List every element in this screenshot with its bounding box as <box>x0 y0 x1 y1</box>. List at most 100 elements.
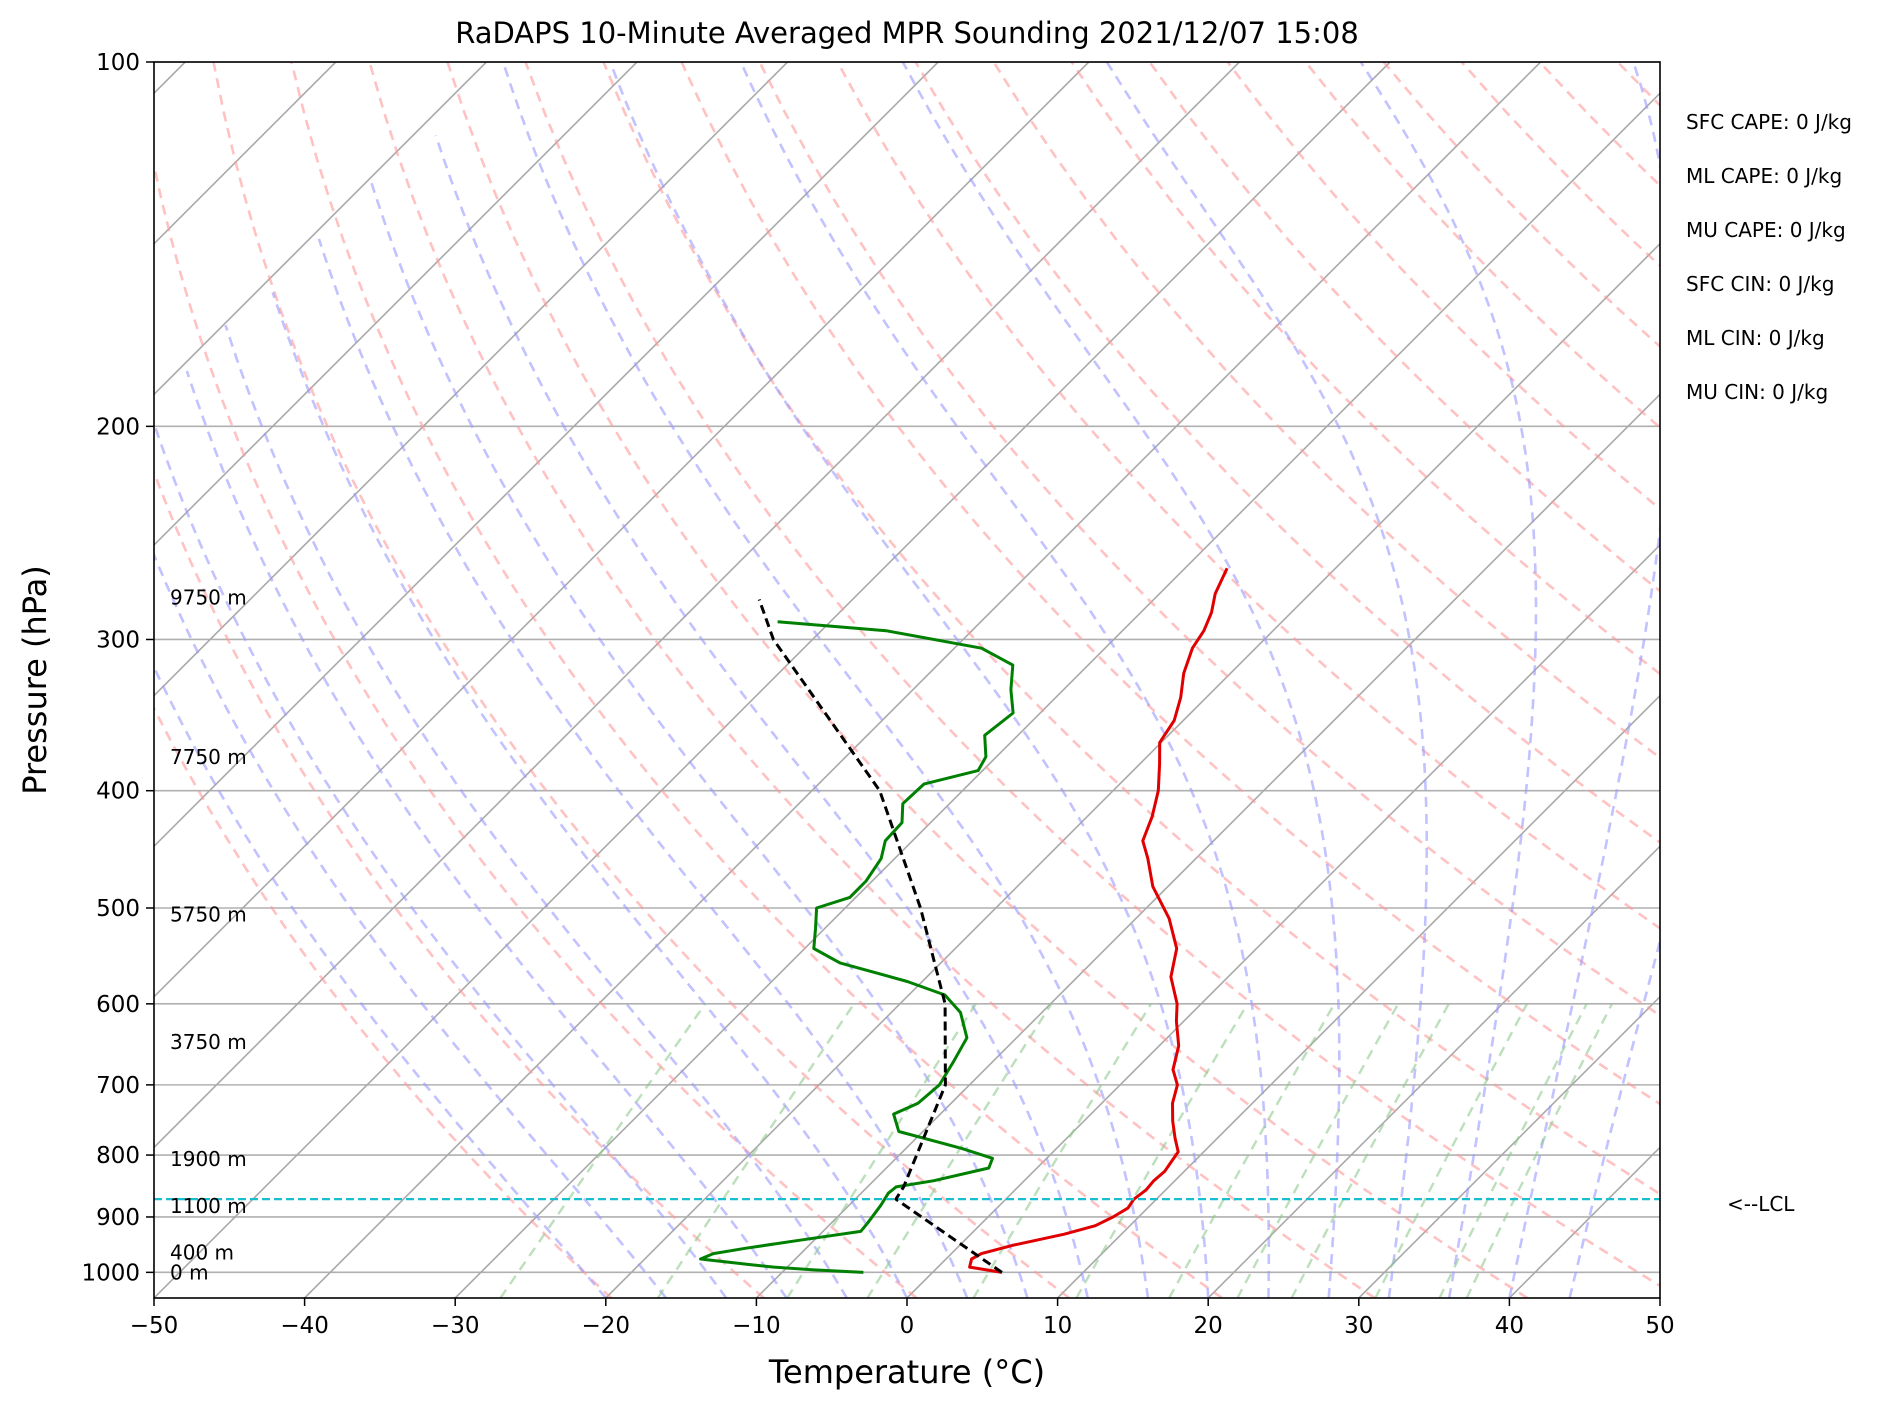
height-label: 9750 m <box>170 586 247 610</box>
reference-lines <box>154 62 1882 1298</box>
isotherm-line <box>755 393 1660 1298</box>
moist-adiabat-line <box>608 62 1210 1298</box>
moist-adiabat-line <box>154 664 607 1298</box>
mixing-ratio-line <box>1438 1003 1588 1298</box>
isotherm-line <box>154 62 939 848</box>
x-axis: −50 −40 −30 −20 −10 0 10 20 30 40 50 <box>130 1298 1675 1339</box>
height-label: 7750 m <box>170 745 247 769</box>
isotherm-line <box>154 62 1391 1298</box>
isotherm-line <box>1358 995 1660 1298</box>
annotation-text: ML CIN: 0 J/kg <box>1686 326 1825 350</box>
mixing-ratio-line <box>1465 1003 1614 1298</box>
isotherm-line <box>154 62 1090 998</box>
parcel-line <box>757 598 1003 1274</box>
annotation-text: MU CAPE: 0 J/kg <box>1686 218 1846 242</box>
x-tick-label: 20 <box>1194 1313 1223 1339</box>
dry-adiabat-line <box>1226 62 1660 511</box>
dry-adiabat-line <box>524 62 1660 1288</box>
dry-adiabat-line <box>154 705 613 1298</box>
dry-adiabat-line <box>290 62 1223 1298</box>
y-tick-label: 700 <box>96 1073 140 1099</box>
x-tick-label: −20 <box>582 1313 631 1339</box>
dry-adiabat-line <box>1148 62 1660 593</box>
dry-adiabat-line <box>992 62 1660 760</box>
moist-adiabat-line <box>1105 62 1428 1298</box>
isotherm-line <box>154 62 1240 1149</box>
annotation-text: MU CIN: 0 J/kg <box>1686 380 1828 404</box>
annotation-text: ML CAPE: 0 J/kg <box>1686 164 1842 188</box>
dry-adiabat-line <box>368 62 1376 1298</box>
dry-adiabat-line <box>914 62 1660 845</box>
isotherm-line <box>605 242 1660 1298</box>
dry-adiabat-line <box>602 62 1660 1196</box>
moist-adiabat-line <box>1359 62 1538 1298</box>
moist-adiabat-line <box>739 62 1271 1298</box>
x-tick-label: −10 <box>732 1313 781 1339</box>
moist-adiabat-line <box>271 291 909 1298</box>
lcl-label: <--LCL <box>1727 1192 1795 1216</box>
dry-adiabat-line <box>212 62 1071 1298</box>
moist-adiabat-line <box>434 135 1089 1298</box>
y-axis-label: Pressure (hPa) <box>16 565 54 795</box>
isotherm-line <box>906 543 1660 1298</box>
dry-adiabat-line <box>1382 62 1660 349</box>
dry-adiabat-line <box>758 62 1660 1018</box>
x-tick-label: 40 <box>1495 1313 1524 1339</box>
height-label: 0 m <box>170 1260 209 1284</box>
isotherm-line <box>454 92 1660 1298</box>
isotherm-line <box>154 62 487 396</box>
y-tick-label: 1000 <box>81 1260 140 1286</box>
moist-adiabat-line <box>501 62 1150 1298</box>
mixing-ratio-line <box>1168 1003 1336 1298</box>
x-tick-label: 0 <box>900 1313 915 1339</box>
mixing-ratio-line <box>1236 1003 1400 1298</box>
y-axis: 100 200 300 400 500 600 700 800 900 1000 <box>81 50 154 1286</box>
dry-adiabat-line <box>836 62 1660 930</box>
y-tick-label: 600 <box>96 992 140 1018</box>
moist-adiabat-line <box>369 178 1029 1298</box>
dry-adiabat-line <box>446 62 1529 1298</box>
dry-adiabat-line <box>1538 62 1660 188</box>
isotherm-line <box>304 62 1542 1298</box>
height-label: 1100 m <box>170 1194 247 1218</box>
height-label: 400 m <box>170 1241 234 1265</box>
sounding-lines <box>699 567 1229 1274</box>
dry-adiabat-line <box>1304 62 1660 430</box>
y-tick-label: 400 <box>96 779 140 805</box>
moist-adiabat-line <box>901 62 1341 1298</box>
x-axis-label: Temperature (°C) <box>768 1353 1045 1391</box>
mixing-ratio-line <box>786 1003 977 1298</box>
x-tick-label: −40 <box>280 1313 329 1339</box>
cape-cin-annotations: SFC CAPE: 0 J/kg ML CAPE: 0 J/kg MU CAPE: … <box>1686 110 1852 404</box>
y-tick-label: 300 <box>96 627 140 653</box>
dry-adiabat-line <box>1696 62 1882 1298</box>
annotation-text: SFC CAPE: 0 J/kg <box>1686 110 1852 134</box>
isotherm-line <box>1508 1146 1660 1298</box>
moist-adiabat-line <box>185 370 788 1298</box>
height-label: 5750 m <box>170 902 247 926</box>
y-tick-label: 500 <box>96 896 140 922</box>
y-tick-label: 100 <box>96 50 140 76</box>
isotherm-line <box>154 62 789 697</box>
x-tick-label: 10 <box>1043 1313 1072 1339</box>
mixing-ratio-line <box>656 1003 855 1298</box>
x-tick-label: −30 <box>431 1313 480 1339</box>
plot-area <box>153 61 1882 1299</box>
temperature-line <box>968 567 1229 1274</box>
x-tick-label: 50 <box>1645 1313 1674 1339</box>
isotherm-line <box>1659 1296 1660 1298</box>
isotherm-line <box>154 62 638 547</box>
annotation-text: SFC CIN: 0 J/kg <box>1686 272 1834 296</box>
x-tick-label: 30 <box>1344 1313 1373 1339</box>
isotherm-line <box>1811 62 1882 1298</box>
moist-adiabat-line <box>224 324 848 1298</box>
mixing-ratio-line <box>1374 1003 1529 1298</box>
plot-frame <box>153 61 1661 1299</box>
dry-adiabat-line <box>1070 62 1660 676</box>
dry-adiabat-line <box>1774 62 1882 1298</box>
dewpoint-line <box>699 620 1015 1274</box>
dry-adiabat-line <box>680 62 1660 1106</box>
height-label: 1900 m <box>170 1147 247 1171</box>
